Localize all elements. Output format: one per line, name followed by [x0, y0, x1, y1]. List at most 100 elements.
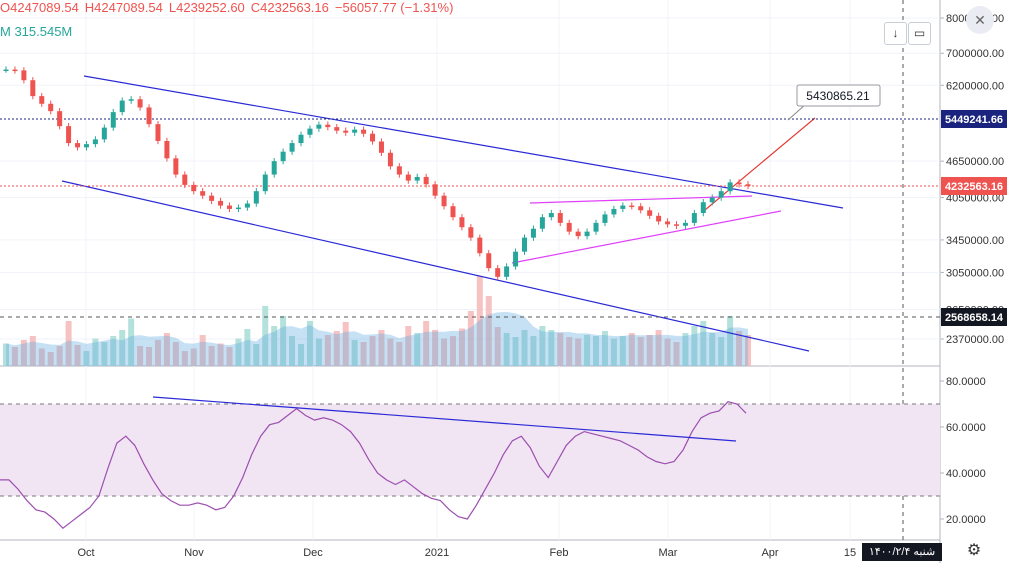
volume-bar	[432, 330, 439, 366]
candle-body	[271, 161, 277, 175]
volume-bar	[190, 348, 197, 366]
volume-bar	[235, 338, 242, 366]
candle-body	[530, 228, 536, 238]
time-tick-label: Dec	[303, 547, 323, 559]
volume-bar	[101, 342, 108, 366]
volume-bar	[727, 316, 734, 366]
crosshair-price-label: 2568658.14	[945, 312, 1004, 324]
volume-bar	[163, 333, 170, 366]
volume-readout: M 315.545M	[0, 24, 73, 39]
volume-bar	[593, 336, 600, 366]
candle-body	[414, 176, 420, 181]
time-tick-label: Oct	[77, 547, 94, 559]
volume-bar	[745, 335, 751, 366]
candle-body	[557, 213, 563, 223]
volume-bar	[110, 336, 117, 366]
volume-bar	[682, 333, 689, 366]
crosshair-date-label: شنبه ۱۴۰۰/۲/۴	[862, 543, 942, 561]
fit-screen-icon[interactable]: ▭	[908, 22, 931, 45]
candle-body	[736, 182, 742, 185]
volume-bar	[449, 336, 456, 366]
candle-body	[522, 237, 528, 252]
volume-bar	[172, 342, 179, 366]
candle-body	[682, 222, 688, 226]
low-value: L4239252.60	[168, 0, 245, 15]
candle-body	[101, 127, 107, 140]
volume-bar	[414, 333, 421, 366]
channel-lower-line	[61, 180, 810, 352]
volume-bar	[119, 330, 126, 366]
candle-body	[566, 222, 572, 232]
candle-body	[611, 208, 617, 215]
price-tick-label: 2370000.00	[946, 334, 1004, 346]
volume-bar	[271, 326, 278, 366]
candle-body	[298, 134, 304, 144]
triangle-lower-line	[511, 210, 782, 264]
candle-body	[343, 130, 349, 133]
gear-icon[interactable]: ⚙	[966, 542, 982, 559]
volume-bar	[146, 347, 153, 366]
volume-bar	[83, 351, 90, 366]
volume-bar	[92, 338, 99, 366]
volume-bar	[646, 335, 653, 366]
volume-bar	[637, 337, 644, 366]
volume-bar	[369, 336, 376, 366]
volume-bar	[610, 338, 617, 366]
candle-body	[378, 141, 384, 153]
candle-body	[745, 184, 751, 186]
candle-body	[593, 222, 599, 232]
candle-body	[146, 107, 152, 125]
volume-bar	[700, 321, 707, 366]
crosshair-price-label-bg	[941, 308, 1007, 326]
volume-bar	[65, 321, 72, 366]
candle-body	[244, 203, 250, 208]
arrow-down-icon[interactable]: ↓	[884, 22, 907, 45]
price-annotation[interactable]: 5430865.21	[787, 84, 881, 121]
volume-bar	[378, 330, 385, 366]
candle-body	[119, 100, 125, 113]
triangle-upper-line	[529, 195, 753, 204]
candle-body	[30, 80, 36, 97]
volume-bar	[154, 340, 161, 366]
volume-bar	[262, 306, 269, 366]
candle-body	[665, 221, 671, 225]
volume-bar	[709, 333, 716, 366]
candle-body	[504, 266, 510, 277]
candle-body	[370, 133, 376, 142]
candle-body	[620, 205, 626, 209]
candle-body	[280, 151, 286, 162]
volume-bar	[601, 331, 608, 366]
candle-body	[361, 129, 367, 134]
volume-bar	[664, 338, 671, 366]
rsi-line	[0, 401, 747, 530]
candle-body	[673, 224, 679, 226]
open-value: O4247089.54	[0, 0, 79, 15]
candle-body	[727, 182, 733, 192]
candle-body	[92, 139, 98, 145]
volume-bar	[360, 342, 367, 366]
volume-bar	[503, 333, 510, 366]
price-tick-label: 4650000.00	[946, 156, 1004, 168]
volume-bar	[458, 328, 465, 366]
volume-bar	[736, 331, 743, 366]
volume-bar	[557, 333, 564, 366]
candle-body	[316, 124, 322, 129]
candle-body	[477, 237, 483, 254]
price-tick-label: 3050000.00	[946, 267, 1004, 279]
candle-body	[352, 129, 358, 133]
price-tick-label: 6200000.00	[946, 80, 1004, 92]
candle-body	[235, 207, 241, 210]
volume-bar	[253, 344, 260, 366]
candle-body	[218, 200, 224, 206]
rsi-band	[0, 404, 940, 496]
last-price-label: 4232563.16	[945, 181, 1003, 193]
candle-body	[110, 112, 116, 128]
volume-bar	[38, 348, 45, 366]
rsi-tick-label: 60.0000	[946, 422, 986, 434]
volume-bar	[137, 346, 144, 366]
rsi-trendline	[152, 396, 737, 442]
rsi-tick-label: 80.0000	[946, 376, 986, 388]
volume-bar	[575, 338, 582, 366]
close-value: C4232563.16	[250, 0, 329, 15]
